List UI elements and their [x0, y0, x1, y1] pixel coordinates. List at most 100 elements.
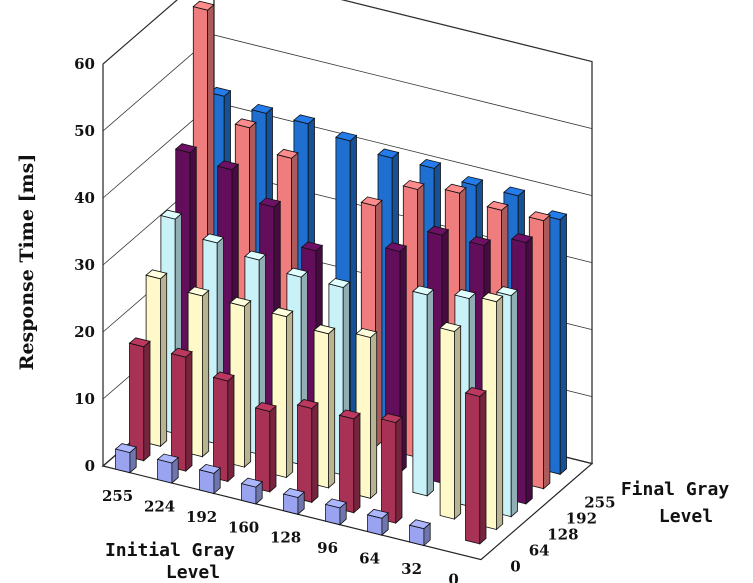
bar-top-face: [486, 200, 509, 211]
bar-top-face: [419, 158, 442, 169]
bar: [240, 477, 264, 505]
bar-side-face: [159, 272, 168, 448]
bar-top-face: [545, 210, 568, 221]
bar-top-face: [355, 328, 378, 338]
bar-top-face: [360, 196, 383, 207]
bar-front-face: [439, 327, 455, 520]
bar: [366, 508, 390, 536]
bar-top-face: [258, 197, 282, 208]
y-tick-label: 50: [74, 122, 95, 140]
bar-front-face: [171, 353, 187, 472]
bar-top-face: [212, 371, 235, 382]
tick-labels: 0102030405060255224192160128966432006412…: [74, 55, 615, 583]
bar-side-face: [495, 295, 504, 531]
bar: [296, 399, 319, 504]
bars: [114, 0, 568, 547]
bar-top-face: [271, 307, 294, 318]
z-tick-label: 64: [529, 542, 550, 560]
bar-side-face: [243, 299, 252, 468]
bar: [229, 296, 252, 468]
bar-side-face: [349, 134, 357, 424]
bar-front-face: [213, 376, 229, 483]
bar: [380, 413, 403, 524]
bar-top-face: [192, 0, 215, 11]
z-tick-label: 255: [584, 494, 615, 512]
bar: [412, 285, 435, 497]
bar-top-face: [444, 183, 467, 194]
bar-top-face: [156, 453, 180, 464]
bar: [254, 402, 277, 493]
bar-top-face: [328, 278, 351, 288]
bar-side-face: [395, 416, 403, 524]
x-tick-label: 0: [448, 570, 458, 583]
bar-top-face: [244, 250, 267, 261]
x-tick-label: 224: [144, 498, 175, 516]
bar-front-face: [115, 448, 131, 474]
bar-side-face: [479, 390, 487, 545]
bar-side-face: [369, 331, 378, 500]
y-tick-label: 20: [74, 323, 95, 341]
bar: [198, 463, 222, 495]
bar: [464, 387, 487, 545]
bar-side-face: [426, 288, 434, 497]
bar-top-face: [254, 402, 277, 412]
x-axis-label-line1: Initial Gray: [105, 540, 235, 561]
bar-side-face: [227, 374, 235, 483]
bar-top-face: [276, 148, 299, 159]
x-tick-label: 160: [228, 518, 259, 536]
bar-front-face: [157, 458, 173, 484]
bar-top-face: [198, 463, 222, 474]
bar-top-face: [464, 387, 487, 397]
bar-front-face: [381, 418, 397, 524]
bar-side-face: [269, 405, 277, 493]
bar-top-face: [286, 267, 309, 278]
bar-top-face: [174, 143, 198, 154]
y-axis-label: Response Time [ms]: [16, 154, 38, 371]
bar-top-face: [408, 519, 432, 530]
bar-top-face: [229, 296, 252, 307]
bar-side-face: [285, 310, 294, 479]
bar-top-face: [412, 285, 435, 296]
x-axis-label-line2: Level: [166, 562, 220, 583]
bar-top-face: [282, 488, 306, 498]
bar-side-face: [453, 325, 462, 520]
bar: [156, 453, 180, 484]
bar-top-face: [234, 118, 257, 129]
z-axis-label-line2: Level: [659, 506, 713, 527]
bar-top-face: [202, 233, 225, 244]
bar-top-face: [145, 269, 168, 280]
bar-top-face: [338, 409, 361, 420]
bar: [170, 347, 193, 472]
bar-top-face: [510, 233, 534, 244]
z-tick-label: 0: [510, 558, 520, 576]
bar-top-face: [380, 413, 403, 424]
bar-top-face: [251, 103, 274, 114]
bar-side-face: [543, 214, 551, 490]
bar: [282, 488, 306, 516]
y-tick-label: 0: [85, 457, 95, 475]
bar-top-face: [439, 322, 462, 332]
bar-front-face: [255, 407, 271, 493]
bar-side-face: [559, 213, 567, 476]
bar-front-face: [129, 342, 145, 462]
gridline: [102, 0, 593, 65]
y-tick-label: 40: [74, 189, 95, 207]
bar-top-face: [160, 209, 183, 220]
x-tick-label: 128: [270, 529, 301, 547]
bar-front-face: [297, 404, 313, 503]
y-tick-label: 60: [74, 55, 95, 73]
bar: [212, 371, 235, 483]
bar: [114, 443, 138, 474]
bar-front-face: [465, 392, 481, 545]
bar-top-face: [377, 148, 400, 159]
bar-top-face: [293, 114, 316, 125]
bar-top-face: [503, 186, 526, 197]
bar-top-face: [114, 443, 138, 454]
bar-top-face: [324, 498, 348, 509]
bar-top-face: [187, 286, 210, 297]
bar: [408, 519, 432, 547]
bar-top-face: [335, 131, 358, 142]
z-tick-label: 192: [566, 510, 597, 528]
bar-front-face: [199, 469, 215, 495]
